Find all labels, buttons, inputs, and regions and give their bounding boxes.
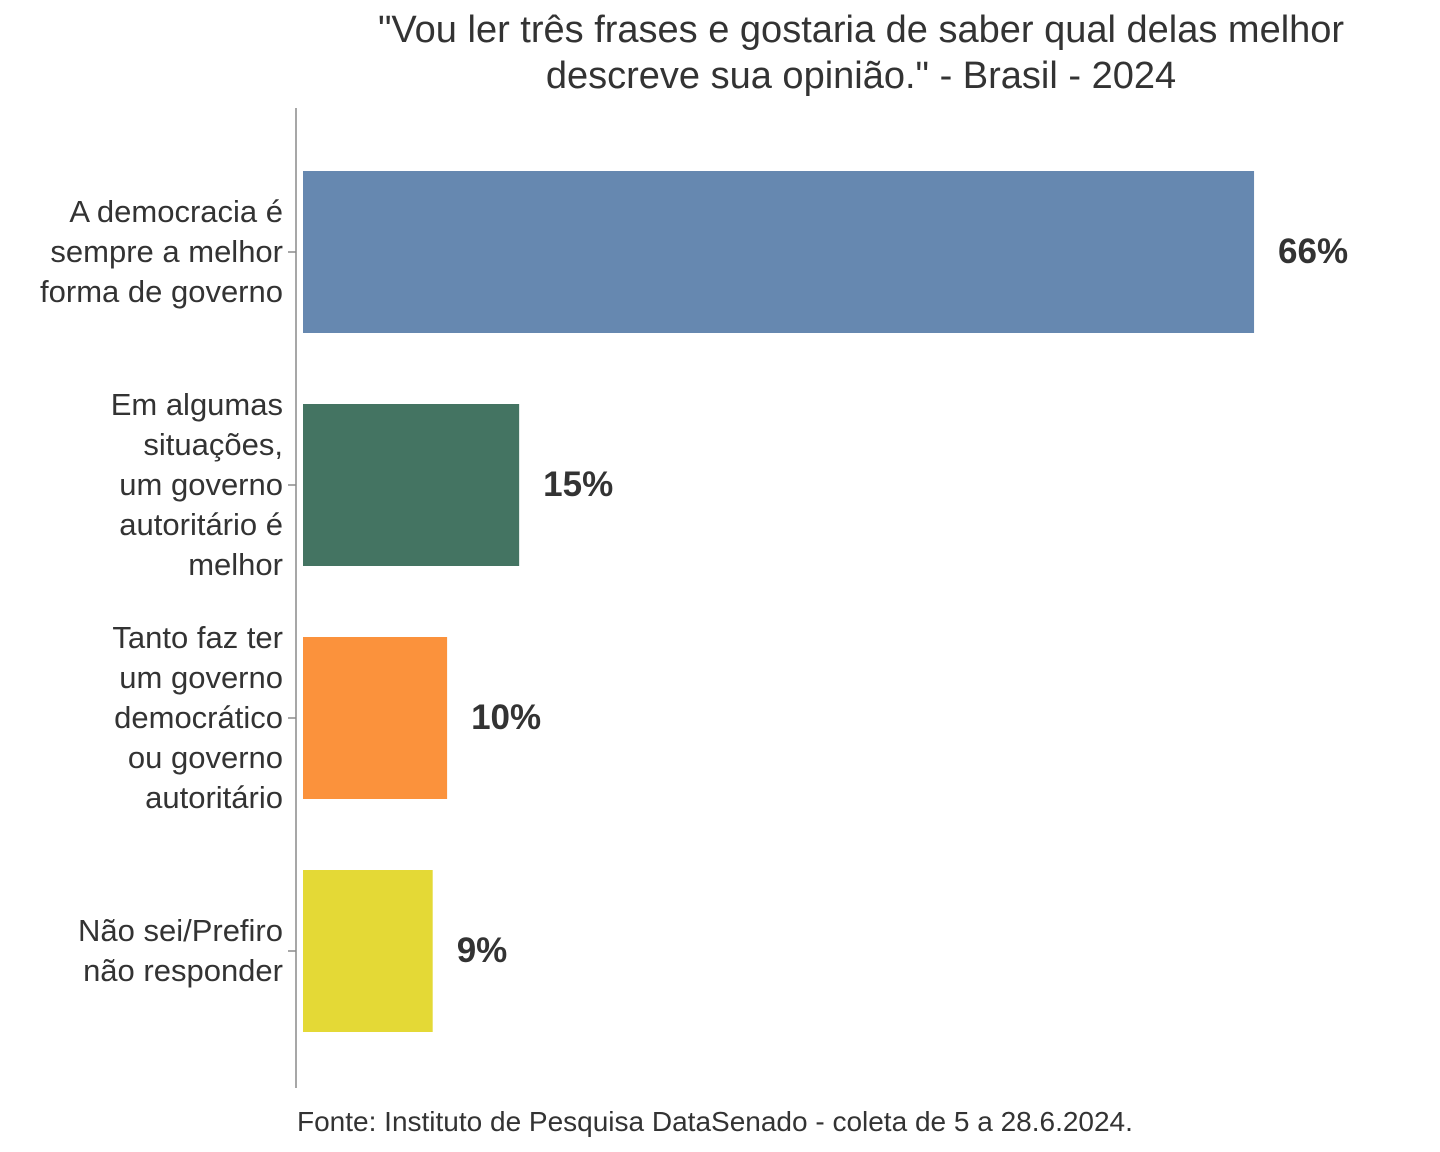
- source-note: Fonte: Instituto de Pesquisa DataSenado …: [297, 1106, 1133, 1137]
- data-label-2: 15%: [543, 465, 614, 504]
- data-label-3: 10%: [471, 698, 542, 737]
- bar-1: [303, 171, 1255, 333]
- category-label-2: Em algumas situações, um governo autorit…: [110, 387, 283, 582]
- bar-4: [303, 870, 433, 1032]
- data-label-4: 9%: [456, 931, 508, 970]
- category-label-3: Tanto faz ter um governo democrático ou …: [112, 620, 283, 815]
- category-label-4: Não sei/Prefiro não responder: [77, 913, 283, 988]
- y-axis-ticks: [288, 251, 296, 952]
- category-label-1: A democracia é sempre a melhor forma de …: [40, 194, 283, 309]
- bar-3: [303, 637, 448, 799]
- bar-2: [303, 404, 520, 566]
- data-label-1: 66%: [1278, 232, 1349, 271]
- chart-title: "Vou ler três frases e gostaria de saber…: [377, 9, 1345, 97]
- bars-group: [303, 171, 1255, 1032]
